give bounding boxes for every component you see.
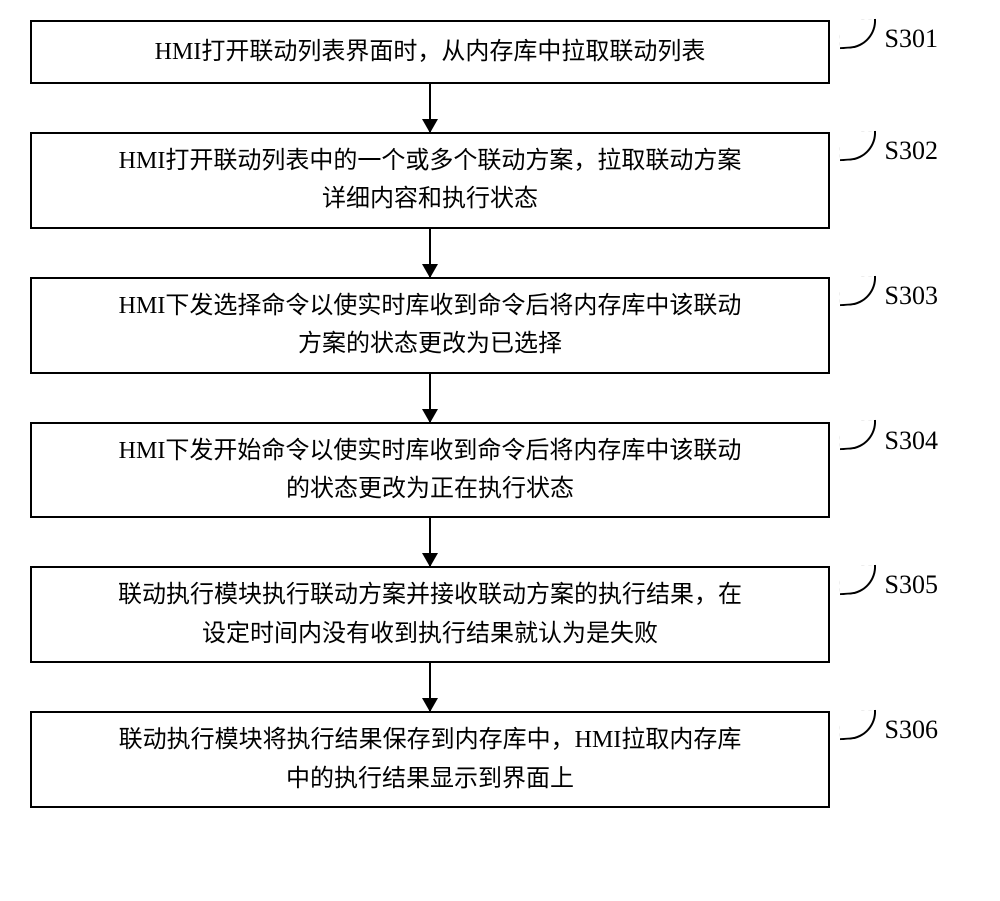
step-text: HMI打开联动列表界面时，从内存库中拉取联动列表 — [155, 33, 706, 71]
step-text: 联动执行模块将执行结果保存到内存库中，HMI拉取内存库 中的执行结果显示到界面上 — [119, 721, 742, 798]
arrow-head-icon — [422, 698, 438, 712]
step-label-wrap: S304 — [839, 420, 938, 462]
flow-arrow — [429, 518, 431, 566]
arrow-head-icon — [422, 264, 438, 278]
step-label: S304 — [885, 420, 938, 462]
step-text: HMI下发选择命令以使实时库收到命令后将内存库中该联动 方案的状态更改为已选择 — [119, 287, 742, 364]
step-text: HMI下发开始命令以使实时库收到命令后将内存库中该联动 的状态更改为正在执行状态 — [119, 432, 742, 509]
step-label-wrap: S306 — [839, 709, 938, 751]
flow-arrow — [429, 84, 431, 132]
flowchart-container: HMI打开联动列表界面时，从内存库中拉取联动列表S301HMI打开联动列表中的一… — [30, 20, 970, 808]
step-label: S302 — [885, 130, 938, 172]
connector-curve — [838, 19, 878, 50]
connector-curve — [838, 420, 878, 451]
flowchart-step: HMI打开联动列表界面时，从内存库中拉取联动列表S301 — [30, 20, 830, 84]
flow-arrow — [429, 374, 431, 422]
arrow-head-icon — [422, 409, 438, 423]
step-text: 联动执行模块执行联动方案并接收联动方案的执行结果，在 设定时间内没有收到执行结果… — [118, 576, 742, 653]
connector-curve — [838, 275, 878, 306]
step-label-wrap: S301 — [839, 18, 938, 60]
arrow-head-icon — [422, 119, 438, 133]
step-label: S306 — [885, 709, 938, 751]
step-label: S305 — [885, 564, 938, 606]
connector-curve — [838, 710, 878, 741]
connector-curve — [838, 565, 878, 596]
flowchart-step: 联动执行模块将执行结果保存到内存库中，HMI拉取内存库 中的执行结果显示到界面上… — [30, 711, 830, 808]
step-text: HMI打开联动列表中的一个或多个联动方案，拉取联动方案 详细内容和执行状态 — [119, 142, 742, 219]
flowchart-step: HMI打开联动列表中的一个或多个联动方案，拉取联动方案 详细内容和执行状态S30… — [30, 132, 830, 229]
flow-arrow — [429, 229, 431, 277]
flow-arrow — [429, 663, 431, 711]
connector-curve — [838, 131, 878, 162]
step-label: S301 — [885, 18, 938, 60]
step-label-wrap: S305 — [839, 564, 938, 606]
step-label: S303 — [885, 275, 938, 317]
flowchart-step: 联动执行模块执行联动方案并接收联动方案的执行结果，在 设定时间内没有收到执行结果… — [30, 566, 830, 663]
arrow-head-icon — [422, 553, 438, 567]
step-label-wrap: S303 — [839, 275, 938, 317]
flowchart-step: HMI下发选择命令以使实时库收到命令后将内存库中该联动 方案的状态更改为已选择S… — [30, 277, 830, 374]
flowchart-step: HMI下发开始命令以使实时库收到命令后将内存库中该联动 的状态更改为正在执行状态… — [30, 422, 830, 519]
step-label-wrap: S302 — [839, 130, 938, 172]
